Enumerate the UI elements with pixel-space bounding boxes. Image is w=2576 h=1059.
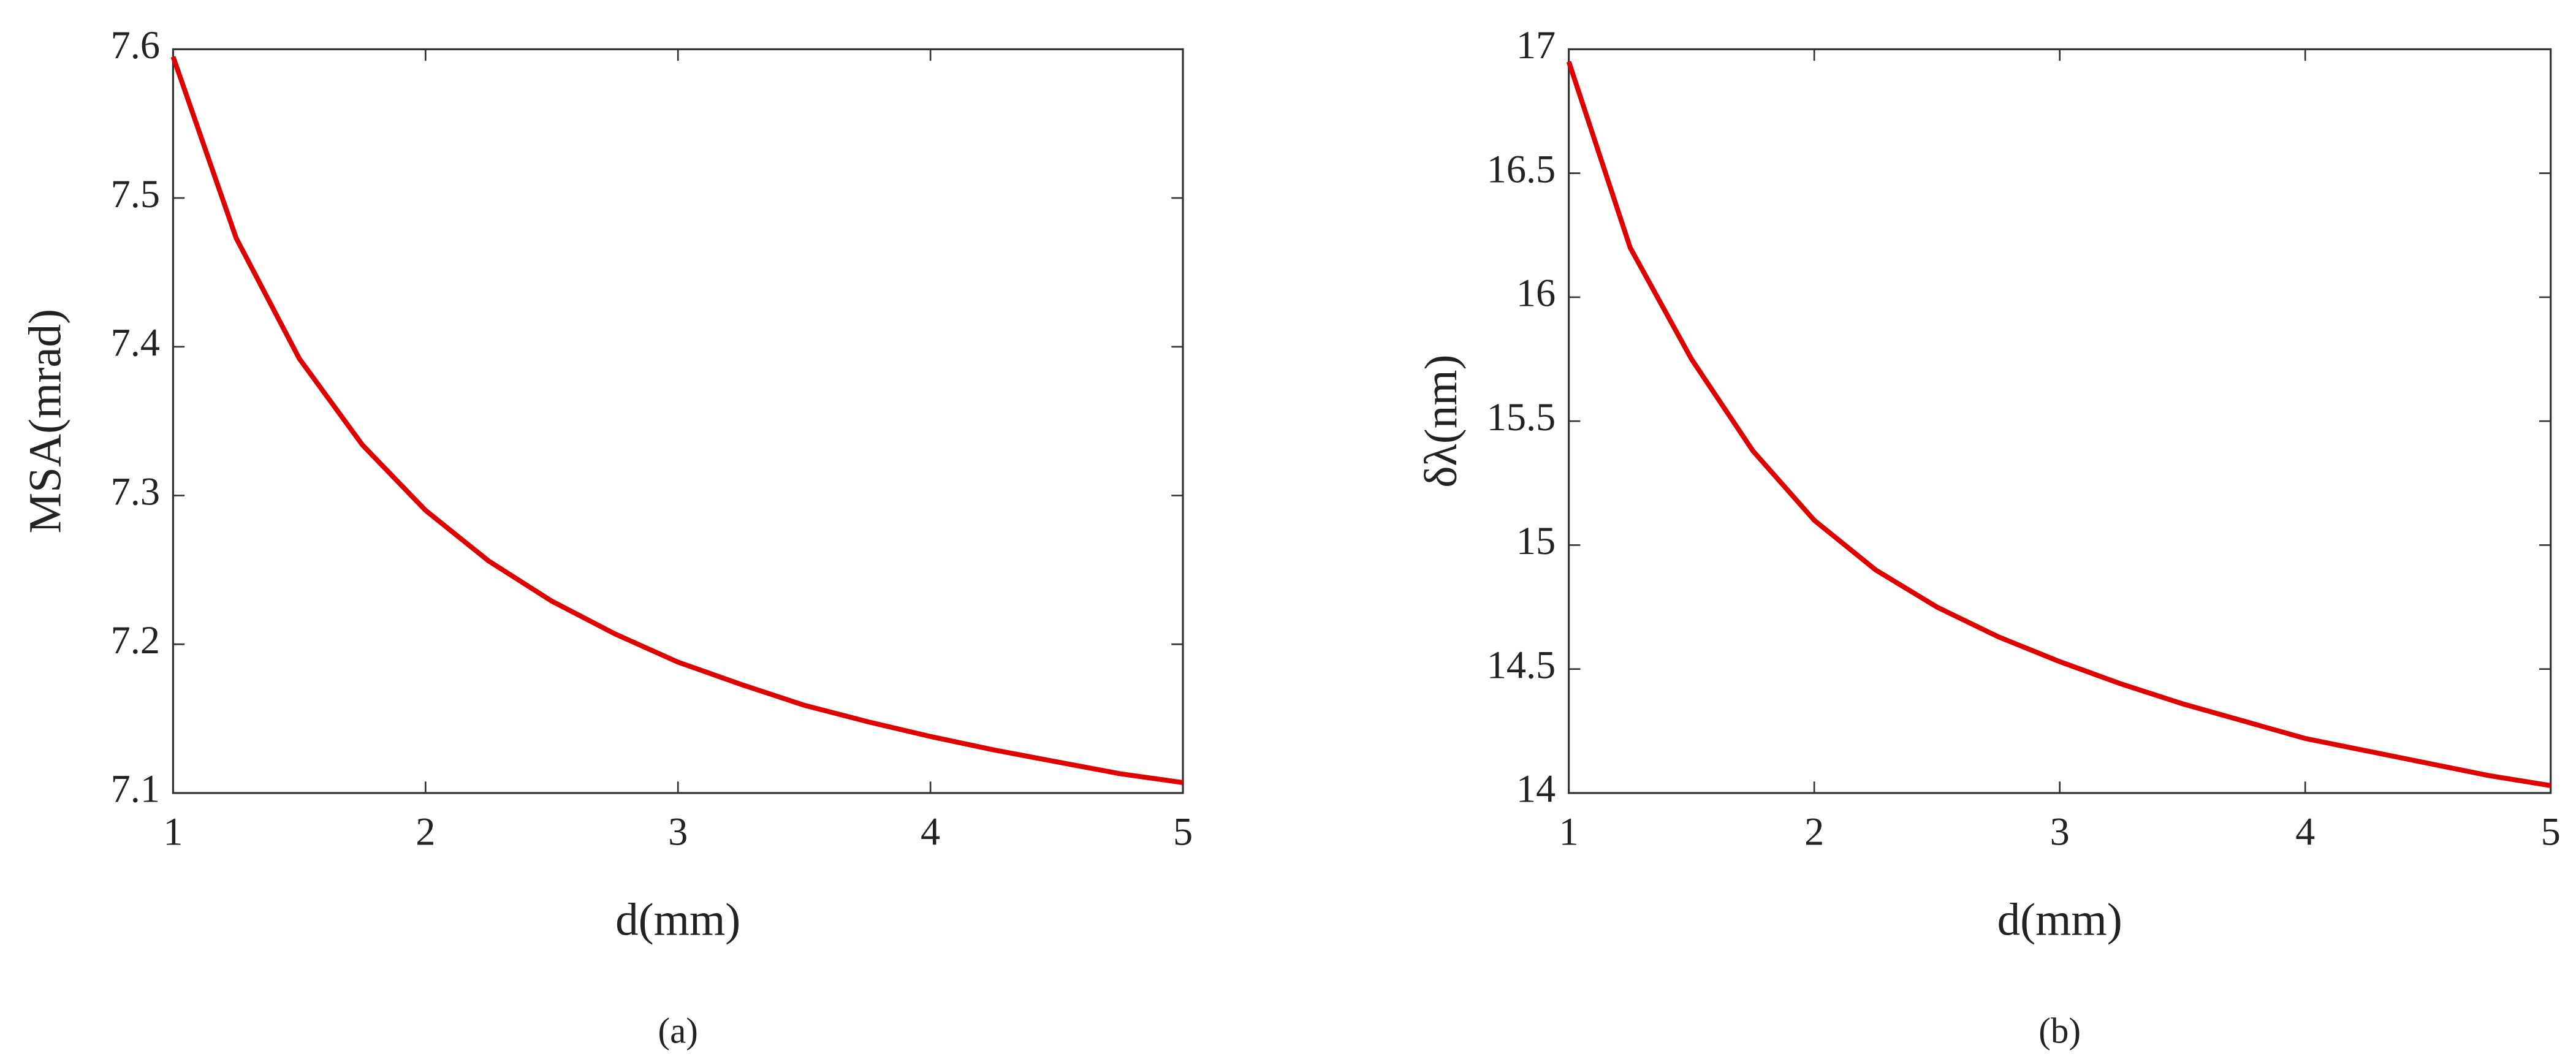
x-tick-label: 1 — [1559, 810, 1579, 853]
caption: (b) — [2038, 1010, 2081, 1050]
y-tick-label: 7.3 — [111, 469, 160, 513]
y-tick-label: 7.4 — [111, 321, 160, 365]
x-tick-label: 5 — [1173, 810, 1193, 853]
y-axis-label: δλ(nm) — [1416, 354, 1467, 488]
x-tick-label: 5 — [2541, 810, 2561, 853]
x-axis-label: d(mm) — [615, 895, 740, 946]
y-tick-label: 7.2 — [111, 618, 160, 662]
caption: (a) — [658, 1010, 698, 1050]
data-line — [170, 56, 1184, 785]
x-tick-label: 2 — [416, 810, 435, 853]
x-tick-label: 1 — [163, 810, 183, 853]
x-tick-label: 4 — [921, 810, 940, 853]
plot-frame — [1568, 48, 2552, 794]
x-tick-label: 3 — [2050, 810, 2070, 853]
y-tick-label: 7.1 — [111, 767, 160, 811]
y-tick-label: 14 — [1516, 767, 1556, 811]
y-tick-label: 16 — [1516, 271, 1556, 315]
x-tick-label: 4 — [2295, 810, 2315, 853]
x-tick-label: 3 — [668, 810, 688, 853]
x-tick-label: 2 — [1804, 810, 1824, 853]
y-tick-label: 7.6 — [111, 23, 160, 67]
y-tick-label: 7.5 — [111, 172, 160, 216]
y-tick-label: 17 — [1516, 23, 1556, 67]
x-axis-label: d(mm) — [1997, 895, 2122, 946]
y-tick-label: 16.5 — [1487, 147, 1556, 191]
plot-frame — [172, 48, 1184, 794]
y-tick-label: 14.5 — [1487, 643, 1556, 686]
y-axis-label: MSA(mrad) — [20, 309, 71, 534]
data-line — [1566, 61, 2551, 788]
y-tick-label: 15 — [1516, 519, 1556, 563]
y-tick-label: 15.5 — [1487, 395, 1556, 439]
